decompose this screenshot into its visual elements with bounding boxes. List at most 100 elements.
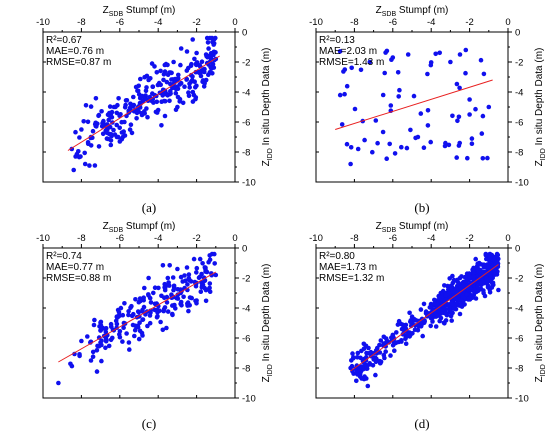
data-point — [127, 347, 132, 352]
data-point — [413, 135, 418, 141]
data-point — [367, 59, 373, 65]
data-point — [135, 309, 141, 314]
data-point — [446, 142, 452, 148]
panel-label: (d) — [414, 416, 429, 431]
data-point — [370, 363, 376, 368]
data-point — [409, 314, 415, 320]
data-point — [428, 139, 434, 145]
y-tick-label: -2 — [242, 274, 250, 285]
y-tick-label: -2 — [515, 274, 523, 285]
data-point — [457, 140, 463, 146]
data-point — [129, 303, 134, 309]
data-point — [99, 338, 104, 344]
data-point — [154, 99, 160, 105]
data-point — [207, 285, 212, 291]
data-point — [486, 263, 491, 269]
data-point — [200, 261, 205, 266]
data-point — [90, 349, 96, 355]
data-point — [85, 334, 90, 339]
panel-d: -10 -8 -6 -4 -2 00 -2 -4 -6 -8 -10 ZSDB Stumpf (m) Z… — [309, 221, 547, 431]
data-point — [184, 76, 190, 82]
data-point — [140, 93, 145, 99]
data-point — [148, 300, 154, 305]
data-point — [448, 295, 454, 300]
data-point — [77, 352, 82, 357]
data-point — [473, 296, 479, 301]
data-point — [162, 287, 168, 293]
data-point — [88, 143, 94, 148]
data-point — [458, 302, 463, 308]
data-point — [161, 77, 166, 83]
data-point — [92, 317, 97, 323]
data-point — [152, 64, 157, 69]
data-point — [164, 79, 170, 85]
data-point — [175, 94, 181, 100]
data-point — [134, 108, 140, 114]
data-point — [98, 323, 104, 328]
data-point — [152, 301, 158, 307]
data-point — [108, 321, 114, 327]
data-point — [373, 118, 379, 123]
data-point — [166, 282, 171, 288]
data-point — [71, 167, 76, 173]
data-point — [457, 85, 462, 91]
data-point — [362, 137, 367, 143]
data-point — [431, 301, 437, 307]
data-point — [187, 81, 192, 86]
data-point — [485, 155, 490, 161]
data-point — [395, 70, 401, 75]
data-point — [468, 281, 474, 286]
data-point — [417, 323, 423, 329]
data-point — [355, 372, 360, 377]
y-tick-label: -6 — [242, 118, 250, 129]
data-point — [207, 281, 213, 286]
data-point — [79, 127, 84, 132]
x-tick-label: -8 — [350, 233, 358, 244]
data-point — [404, 145, 410, 151]
data-point — [377, 350, 383, 355]
y-tick-label: 0 — [242, 244, 247, 255]
x-tick-label: -8 — [77, 233, 85, 244]
data-point — [171, 81, 177, 86]
data-point — [120, 134, 126, 140]
data-point — [193, 283, 199, 289]
data-point — [119, 130, 125, 135]
data-point — [178, 46, 184, 51]
data-point — [152, 92, 157, 98]
data-point — [128, 122, 134, 127]
data-point — [349, 363, 355, 369]
data-point — [108, 142, 114, 148]
panel-a: -10 -8 -6 -4 -2 00 -2 -4 -6 -8 -10 ZSDB Stumpf (m) Z… — [36, 5, 274, 215]
y-tick-label: -2 — [242, 58, 250, 69]
data-point — [479, 131, 485, 136]
data-point — [475, 288, 481, 294]
data-point — [337, 92, 343, 98]
data-point — [96, 113, 101, 119]
data-point — [480, 113, 486, 119]
data-point — [134, 324, 139, 330]
data-point — [461, 279, 467, 285]
data-point — [165, 309, 171, 314]
data-point — [392, 151, 398, 156]
data-point — [92, 163, 98, 168]
data-point — [126, 312, 131, 318]
regression-line — [350, 264, 499, 372]
data-point — [184, 49, 190, 54]
data-point — [200, 282, 206, 288]
x-tick-label: -6 — [116, 17, 124, 28]
data-point — [170, 312, 175, 318]
y-axis-title: ZIDD In situ Depth Data (m) — [261, 264, 274, 383]
data-point — [186, 93, 192, 99]
data-point — [457, 52, 463, 57]
data-point — [403, 341, 409, 347]
data-point — [184, 68, 190, 73]
data-point — [181, 294, 186, 300]
data-point — [203, 52, 209, 57]
data-point — [180, 100, 186, 106]
data-point — [411, 93, 417, 99]
data-point — [443, 292, 449, 298]
data-point — [364, 350, 369, 356]
panel-c: -10 -8 -6 -4 -2 00 -2 -4 -6 -8 -10 ZSDB Stumpf (m) Z… — [36, 221, 274, 431]
data-point — [384, 48, 390, 54]
data-point — [189, 295, 194, 301]
